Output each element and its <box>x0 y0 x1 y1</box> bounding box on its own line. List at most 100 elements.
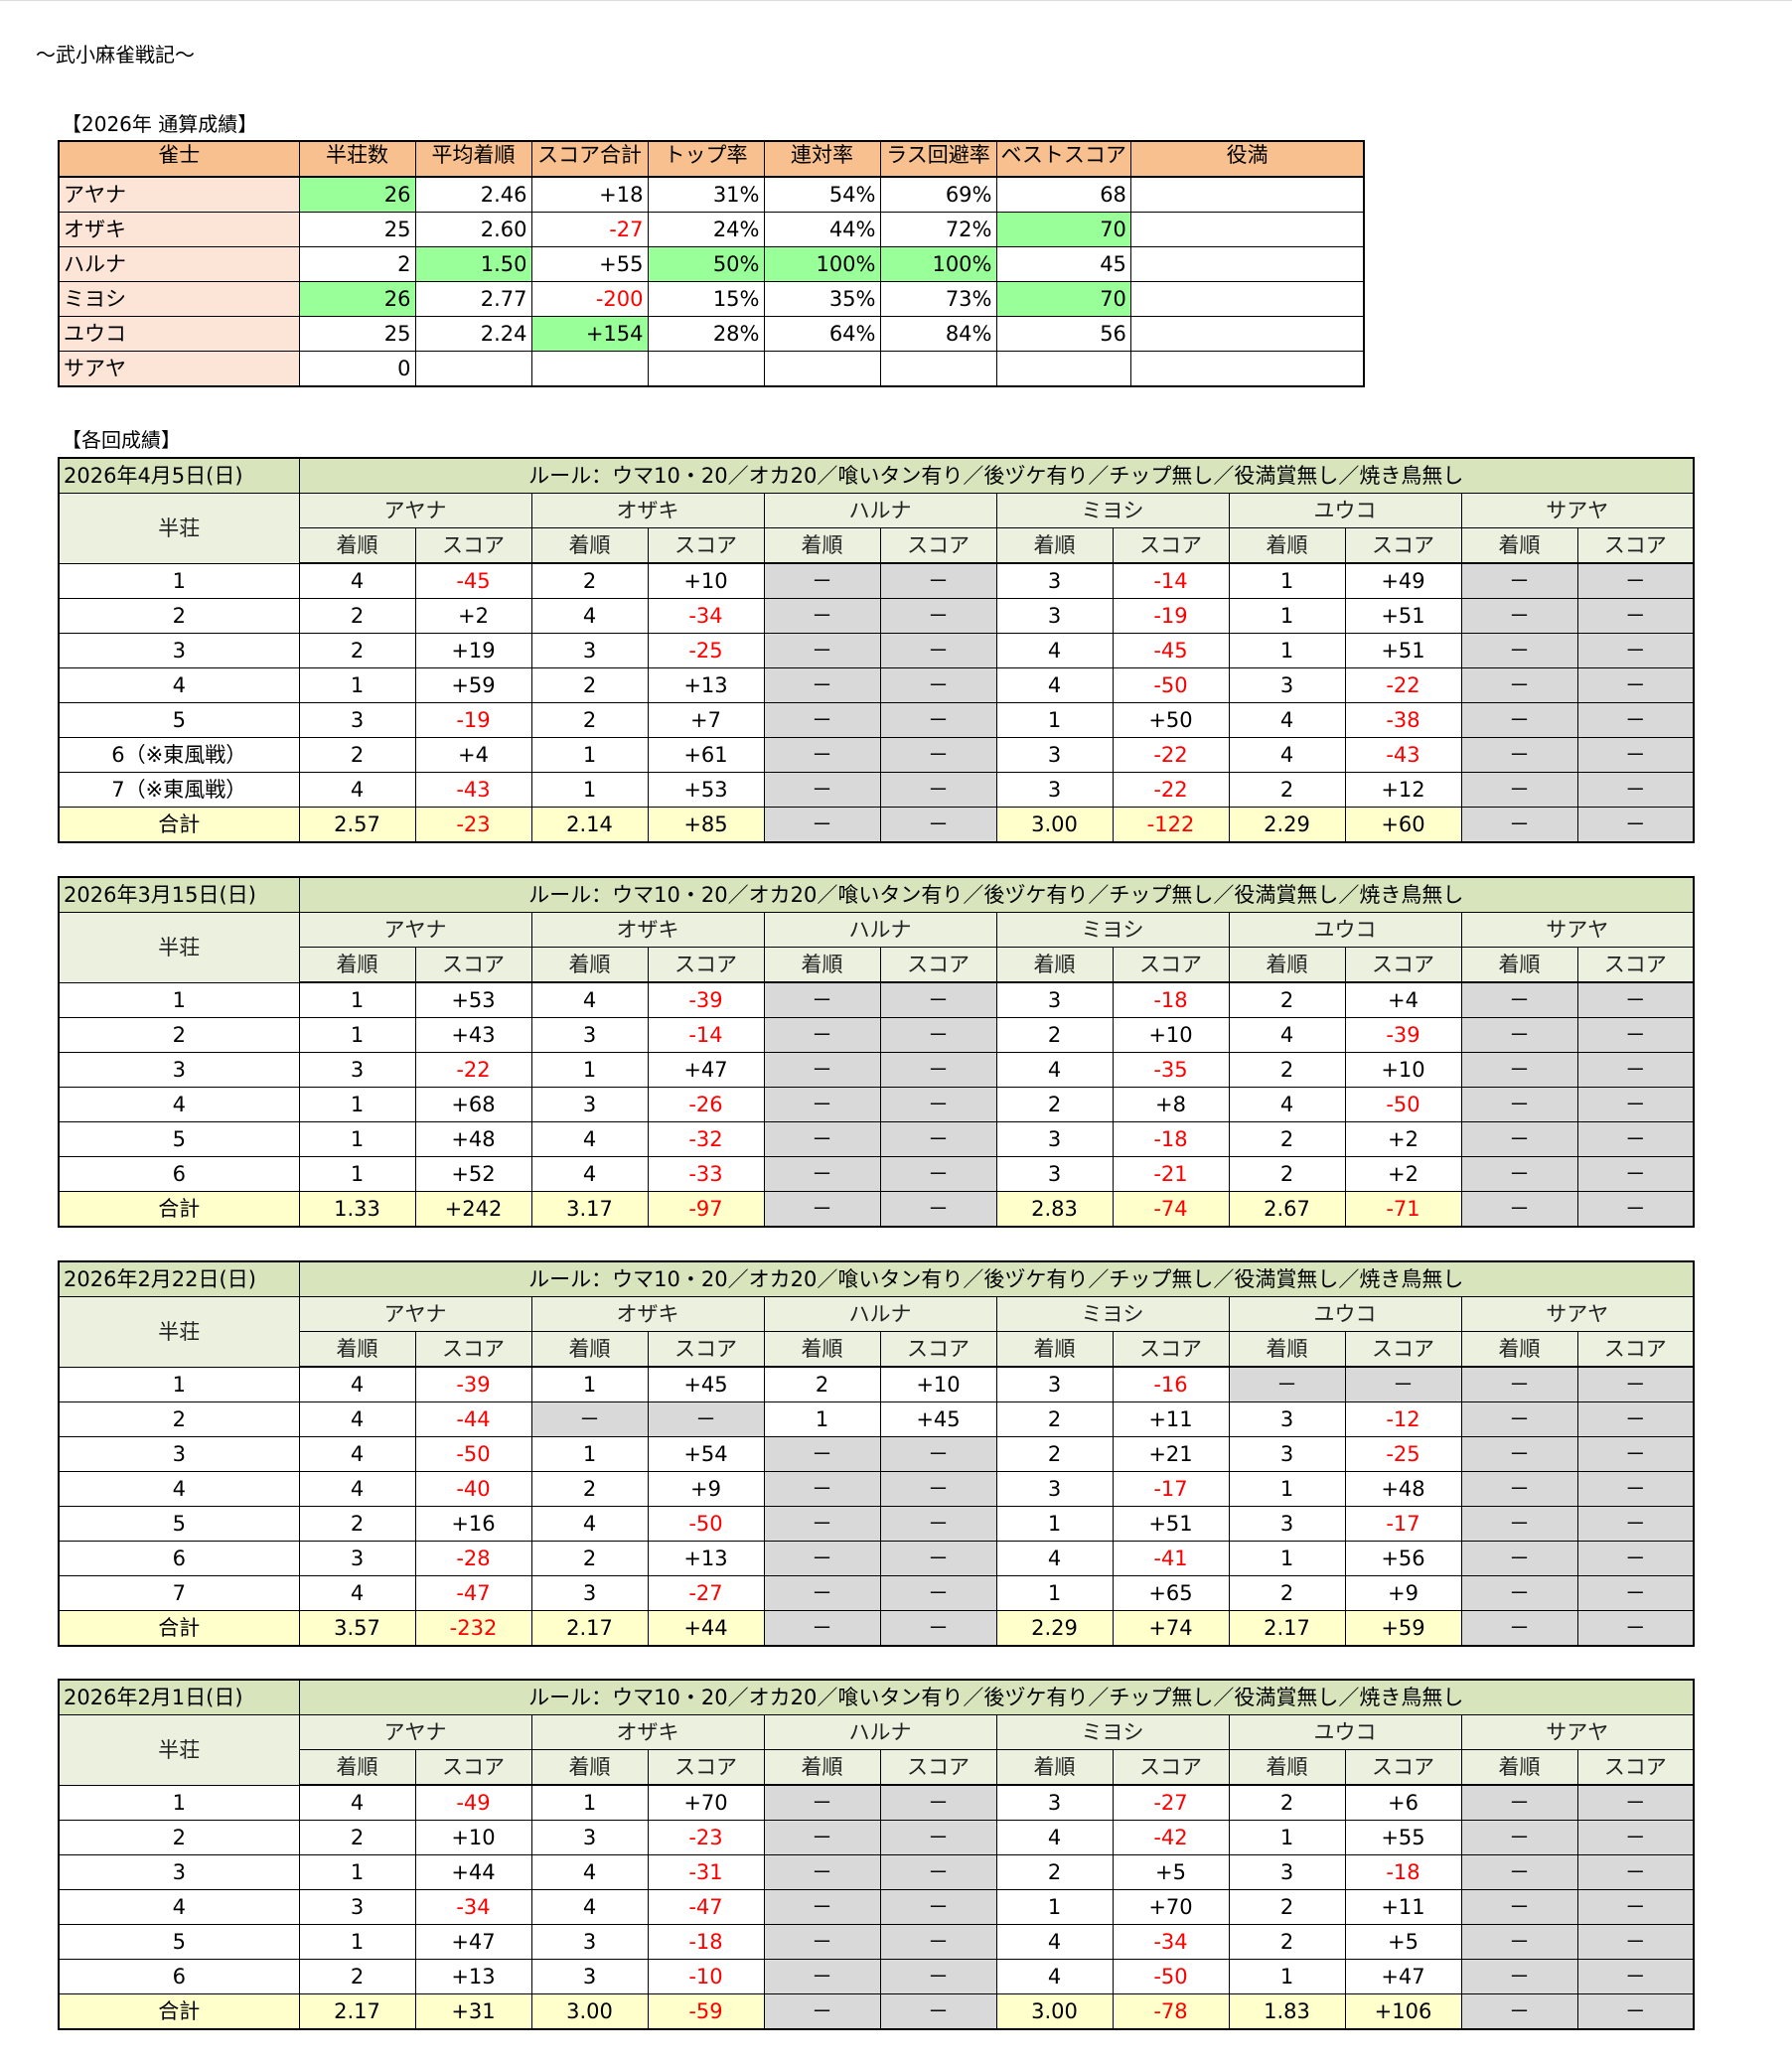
game-row: 3 1 +44 4 -31 －－ 2 +5 3 -18 －－ <box>58 1854 1695 1890</box>
score-cell: -19 <box>1112 598 1230 634</box>
total-rank: － <box>1460 1191 1578 1228</box>
rank-cell: － <box>763 1924 881 1960</box>
player-name: ミヨシ <box>58 281 300 317</box>
game-row: 6（※東風戦） 2 +4 1 +61 －－ 3 -22 4 -43 －－ <box>58 737 1695 773</box>
score-header: スコア <box>879 1331 997 1368</box>
total-label: 合計 <box>58 1993 300 2030</box>
total-score: -59 <box>647 1993 765 2030</box>
score-cell: +56 <box>1344 1541 1462 1576</box>
total-rank: 1.83 <box>1228 1993 1346 2030</box>
score-cell: － <box>879 1784 997 1821</box>
score-cell: － <box>879 633 997 668</box>
rank-cell: 1 <box>530 1366 649 1402</box>
score-cell: － <box>1576 702 1695 738</box>
total-rank: 2.17 <box>1228 1610 1346 1647</box>
rank-cell: 2 <box>995 1854 1114 1890</box>
game-row: 5 2 +16 4 -50 －－ 1 +51 3 -17 －－ <box>58 1506 1695 1542</box>
score-cell: -43 <box>1344 737 1462 773</box>
score-cell: -44 <box>414 1401 532 1437</box>
rank-cell: 2 <box>530 667 649 703</box>
score-cell: +9 <box>1344 1575 1462 1611</box>
total-score: － <box>1576 807 1695 843</box>
stat-cell: 0 <box>298 351 416 387</box>
score-cell: － <box>1576 598 1695 634</box>
rank-cell: 4 <box>995 633 1114 668</box>
rank-cell: － <box>1228 1366 1346 1402</box>
score-cell: － <box>879 1889 997 1925</box>
stat-cell: 50% <box>647 246 765 282</box>
game-label: 1 <box>58 1784 300 1821</box>
score-cell: +6 <box>1344 1784 1462 1821</box>
rank-cell: 4 <box>1228 1017 1346 1053</box>
subheader-row: 着順 スコア 着順 スコア 着順 スコア 着順 スコア 着順 スコア 着順 スコア <box>59 1749 1695 1786</box>
player-header: ハルナ <box>763 1296 997 1332</box>
player-name-row: 半荘 アヤナ オザキ ハルナ ミヨシ ユウコ サアヤ <box>58 912 1695 983</box>
game-row: 6 2 +13 3 -10 －－ 4 -50 1 +47 －－ <box>58 1959 1695 1994</box>
score-cell: － <box>879 1017 997 1053</box>
rank-cell: 2 <box>298 633 416 668</box>
stat-cell: 100% <box>879 246 997 282</box>
rank-cell: － <box>1460 598 1578 634</box>
rank-cell: 3 <box>530 1959 649 1994</box>
rank-cell: 2 <box>995 1087 1114 1122</box>
total-score: － <box>879 1191 997 1228</box>
rank-cell: 2 <box>1228 1052 1346 1088</box>
rank-cell: 2 <box>995 1401 1114 1437</box>
total-score: +31 <box>414 1993 532 2030</box>
rank-cell: 2 <box>1228 1924 1346 1960</box>
score-cell: -14 <box>1112 562 1230 599</box>
score-cell: － <box>1576 1052 1695 1088</box>
rank-cell: 2 <box>1228 981 1346 1018</box>
score-cell: -49 <box>414 1784 532 1821</box>
score-cell: － <box>879 667 997 703</box>
player-row: ハルナ 2 1.50 +55 50% 100% 100% 45 <box>58 246 1365 282</box>
stat-cell <box>414 351 532 387</box>
stat-cell: 70 <box>995 281 1131 317</box>
rank-cell: － <box>1460 737 1578 773</box>
total-score: +60 <box>1344 807 1462 843</box>
rank-cell: － <box>1460 981 1578 1018</box>
rank-cell: 1 <box>530 737 649 773</box>
score-cell: -18 <box>1112 981 1230 1018</box>
stat-cell: 84% <box>879 316 997 352</box>
score-cell: － <box>1576 1820 1695 1855</box>
rank-cell: － <box>1460 1471 1578 1507</box>
score-cell: +53 <box>414 981 532 1018</box>
total-score: -232 <box>414 1610 532 1647</box>
total-rank: 2.83 <box>995 1191 1114 1228</box>
score-cell: +51 <box>1112 1506 1230 1542</box>
total-rank: － <box>763 1993 881 2030</box>
score-cell: － <box>1576 772 1695 808</box>
rank-header: 着順 <box>763 1331 881 1368</box>
rank-cell: 2 <box>995 1436 1114 1472</box>
score-cell: +10 <box>879 1366 997 1402</box>
page-title: ～武小麻雀戦記～ <box>36 43 195 67</box>
score-header: スコア <box>1576 527 1695 564</box>
score-cell: － <box>879 1924 997 1960</box>
score-cell: － <box>879 737 997 773</box>
rank-cell: － <box>763 1471 881 1507</box>
game-label: 7（※東風戦） <box>58 772 300 808</box>
rank-cell: 4 <box>530 598 649 634</box>
rank-cell: － <box>763 1121 881 1157</box>
rank-header: 着順 <box>530 527 649 564</box>
rank-cell: － <box>1460 1156 1578 1192</box>
score-cell: － <box>879 598 997 634</box>
score-cell: -50 <box>414 1436 532 1472</box>
game-row: 5 1 +47 3 -18 －－ 4 -34 2 +5 －－ <box>58 1924 1695 1960</box>
total-rank: 2.67 <box>1228 1191 1346 1228</box>
rank-cell: － <box>1460 1924 1578 1960</box>
rank-cell: 1 <box>530 1784 649 1821</box>
score-cell: -42 <box>1112 1820 1230 1855</box>
total-rank: 2.17 <box>298 1993 416 2030</box>
score-cell: +13 <box>647 1541 765 1576</box>
total-score: -71 <box>1344 1191 1462 1228</box>
rank-cell: 3 <box>1228 1854 1346 1890</box>
stat-cell: 56 <box>995 316 1131 352</box>
player-header: オザキ <box>530 1714 765 1750</box>
score-cell: -50 <box>647 1506 765 1542</box>
score-cell: － <box>879 562 997 599</box>
rank-cell: 4 <box>530 1854 649 1890</box>
score-cell: +10 <box>414 1820 532 1855</box>
total-row: 合計 2.17 +31 3.00 -59 －－ 3.00 -78 1.83 +106 －－ <box>58 1993 1695 2030</box>
